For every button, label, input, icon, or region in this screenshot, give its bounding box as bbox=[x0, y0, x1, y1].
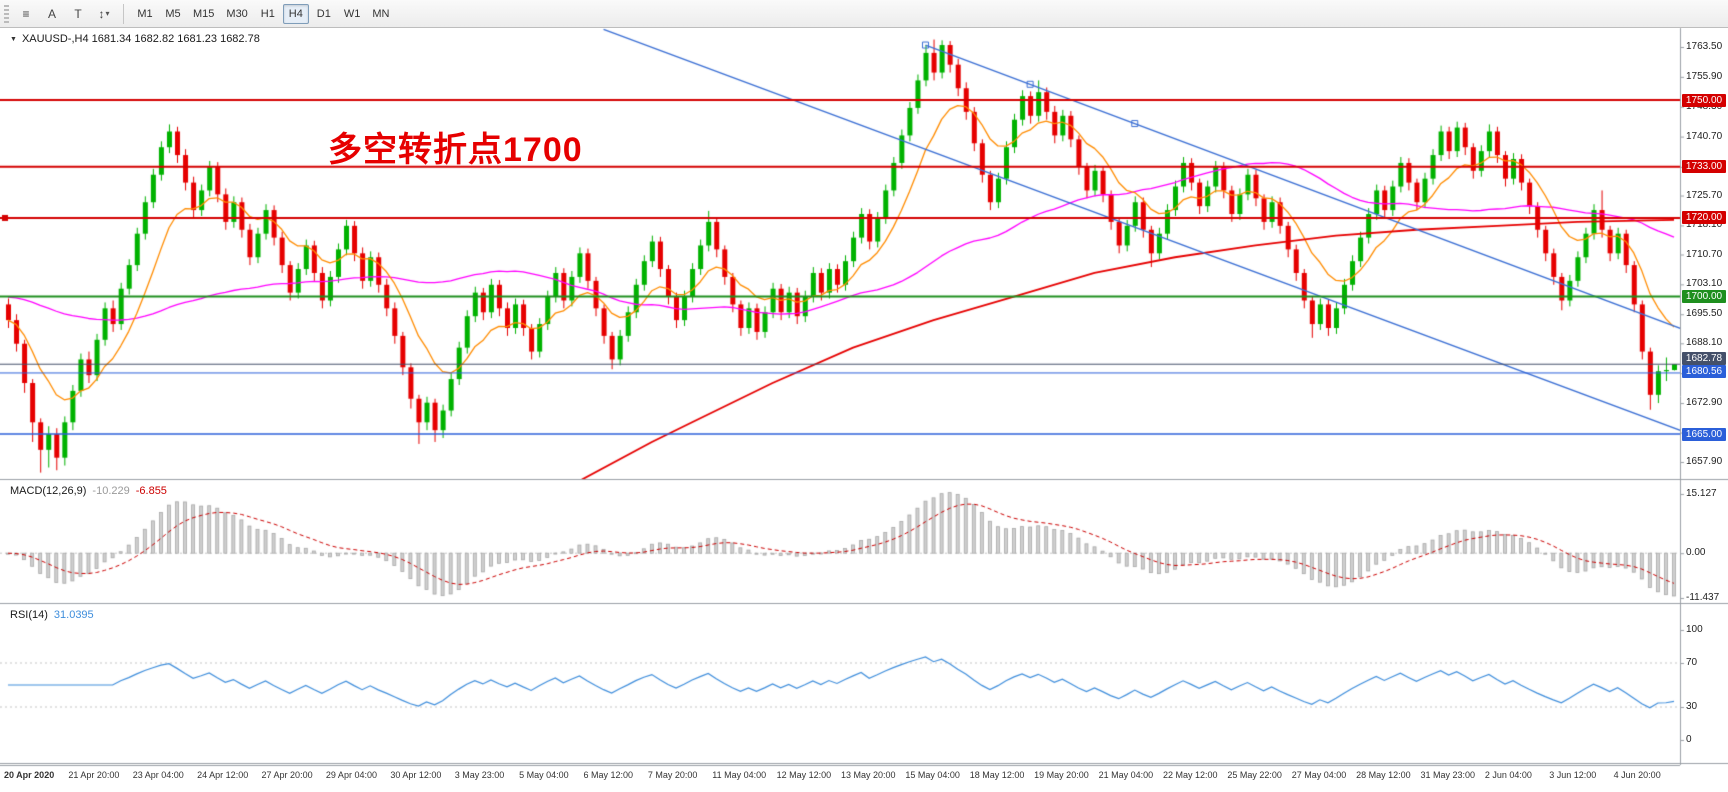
time-axis-label: 25 May 22:00 bbox=[1227, 770, 1282, 780]
toolbar: ≡ A T ↕ ▾ M1 M5 M15 M30 H1 H4 D1 W1 MN bbox=[0, 0, 1728, 28]
macd-name: MACD(12,26,9) bbox=[10, 485, 87, 497]
price-tag-level: 1700.00 bbox=[1682, 290, 1726, 304]
time-axis-label: 12 May 12:00 bbox=[776, 770, 832, 780]
time-axis-label: 19 May 20:00 bbox=[1034, 770, 1089, 780]
text-label-tool-icon[interactable]: A bbox=[40, 3, 64, 24]
chart-title-text: XAUUSD-,H4 1681.34 1682.82 1681.23 1682.… bbox=[21, 33, 260, 45]
time-axis-label: 22 May 12:00 bbox=[1162, 770, 1218, 780]
timeframe-button-mn[interactable]: MN bbox=[367, 4, 394, 24]
time-axis-label: 2 Jun 04:00 bbox=[1484, 770, 1532, 780]
time-axis-label: 4 Jun 20:00 bbox=[1613, 770, 1661, 780]
time-axis-label: 15 May 04:00 bbox=[905, 770, 960, 780]
time-axis-label: 7 May 20:00 bbox=[647, 770, 698, 780]
time-axis-label: 23 Apr 04:00 bbox=[132, 770, 184, 780]
chart-window-icon[interactable]: ≡ bbox=[14, 3, 38, 24]
time-axis-label: 21 Apr 20:00 bbox=[68, 770, 120, 780]
rsi-axis-label: 100 bbox=[1686, 624, 1703, 635]
toolbar-icons: ≡ A T ↕ ▾ bbox=[14, 3, 116, 24]
time-axis-label: 13 May 20:00 bbox=[841, 770, 896, 780]
time-axis-label: 3 Jun 12:00 bbox=[1549, 770, 1597, 780]
time-axis-label: 30 Apr 12:00 bbox=[390, 770, 442, 780]
price-tag-level: 1665.00 bbox=[1682, 427, 1726, 441]
price-axis-label: 1763.50 bbox=[1686, 41, 1723, 52]
timeframe-button-m5[interactable]: M5 bbox=[160, 4, 186, 24]
macd-axis-label: 15.127 bbox=[1686, 487, 1717, 499]
time-axis-label: 18 May 12:00 bbox=[969, 770, 1025, 780]
time-axis-label: 3 May 23:00 bbox=[454, 770, 505, 780]
macd-label: MACD(12,26,9) -10.229 -6.855 bbox=[10, 485, 167, 497]
price-tag-level: 1750.00 bbox=[1682, 93, 1726, 107]
time-axis-label: 20 Apr 2020 bbox=[4, 770, 55, 780]
time-axis-label: 11 May 04:00 bbox=[712, 770, 767, 780]
timeframe-button-m1[interactable]: M1 bbox=[132, 4, 158, 24]
text-tool-icon[interactable]: T bbox=[66, 3, 90, 24]
price-axis-label: 1703.10 bbox=[1686, 278, 1723, 290]
time-axis-label: 29 Apr 04:00 bbox=[325, 770, 377, 780]
timeframe-button-w1[interactable]: W1 bbox=[339, 4, 366, 24]
rsi-axis-label: 0 bbox=[1686, 734, 1692, 745]
macd-axis-label: 0.00 bbox=[1686, 547, 1706, 559]
chart-annotation: 多空转折点1700 bbox=[328, 131, 583, 169]
time-axis-label: 27 May 04:00 bbox=[1291, 770, 1347, 780]
time-axis-label: 24 Apr 12:00 bbox=[197, 770, 249, 780]
rsi-axis-label: 30 bbox=[1686, 701, 1698, 712]
price-tag-ask: 1680.56 bbox=[1682, 365, 1726, 379]
rsi-label: RSI(14) 31.0395 bbox=[10, 609, 94, 621]
timeframe-buttons: M1 M5 M15 M30 H1 H4 D1 W1 MN bbox=[131, 3, 395, 24]
price-axis-label: 1672.90 bbox=[1686, 397, 1723, 409]
price-tag-bid: 1682.78 bbox=[1682, 352, 1726, 366]
time-axis-label: 28 May 12:00 bbox=[1356, 770, 1411, 780]
time-axis-label: 21 May 04:00 bbox=[1098, 770, 1154, 780]
rsi-name: RSI(14) bbox=[10, 609, 48, 621]
timeframe-button-h4[interactable]: H4 bbox=[282, 3, 309, 24]
timeframe-button-d1[interactable]: D1 bbox=[311, 4, 337, 24]
price-tag-level: 1733.00 bbox=[1682, 160, 1726, 174]
time-axis-label: 27 Apr 20:00 bbox=[261, 770, 313, 780]
price-axis-label: 1755.90 bbox=[1686, 70, 1723, 82]
price-axis-label: 1725.70 bbox=[1686, 189, 1723, 201]
time-axis-label: 31 May 23:00 bbox=[1420, 770, 1476, 780]
chart-title: ▼ XAUUSD-,H4 1681.34 1682.82 1681.23 168… bbox=[10, 33, 260, 45]
price-axis-label: 1657.90 bbox=[1686, 456, 1723, 467]
toolbar-separator bbox=[123, 3, 124, 24]
price-axis-label: 1718.10 bbox=[1686, 219, 1723, 231]
symbol-marker-icon: ▼ bbox=[10, 35, 17, 43]
time-axis-label: 6 May 12:00 bbox=[583, 770, 633, 780]
price-axis-label: 1740.70 bbox=[1686, 130, 1723, 142]
price-axis-label: 1710.70 bbox=[1686, 248, 1723, 260]
arrow-tools-icon[interactable]: ↕ ▾ bbox=[92, 3, 116, 24]
chevron-down-icon: ▾ bbox=[105, 9, 110, 18]
macd-signal-value: -6.855 bbox=[135, 485, 167, 497]
macd-axis-label: -11.437 bbox=[1686, 591, 1720, 603]
timeframe-button-m30[interactable]: M30 bbox=[221, 4, 252, 24]
time-axis-label: 5 May 04:00 bbox=[519, 770, 569, 780]
time-axis[interactable]: 20 Apr 2020 21 Apr 20:00 23 Apr 04:00 24 Ap… bbox=[0, 765, 1680, 792]
price-tag-level: 1720.00 bbox=[1682, 211, 1726, 225]
rsi-axis-label: 70 bbox=[1686, 657, 1698, 668]
price-axis-label: 1695.50 bbox=[1686, 308, 1723, 320]
rsi-value: 31.0395 bbox=[53, 609, 94, 621]
price-axis-label: 1688.10 bbox=[1686, 337, 1723, 349]
macd-main-value: -10.229 bbox=[92, 485, 130, 497]
timeframe-button-m15[interactable]: M15 bbox=[188, 4, 219, 24]
timeframe-button-h1[interactable]: H1 bbox=[255, 4, 281, 24]
toolbar-grip[interactable] bbox=[4, 4, 9, 23]
